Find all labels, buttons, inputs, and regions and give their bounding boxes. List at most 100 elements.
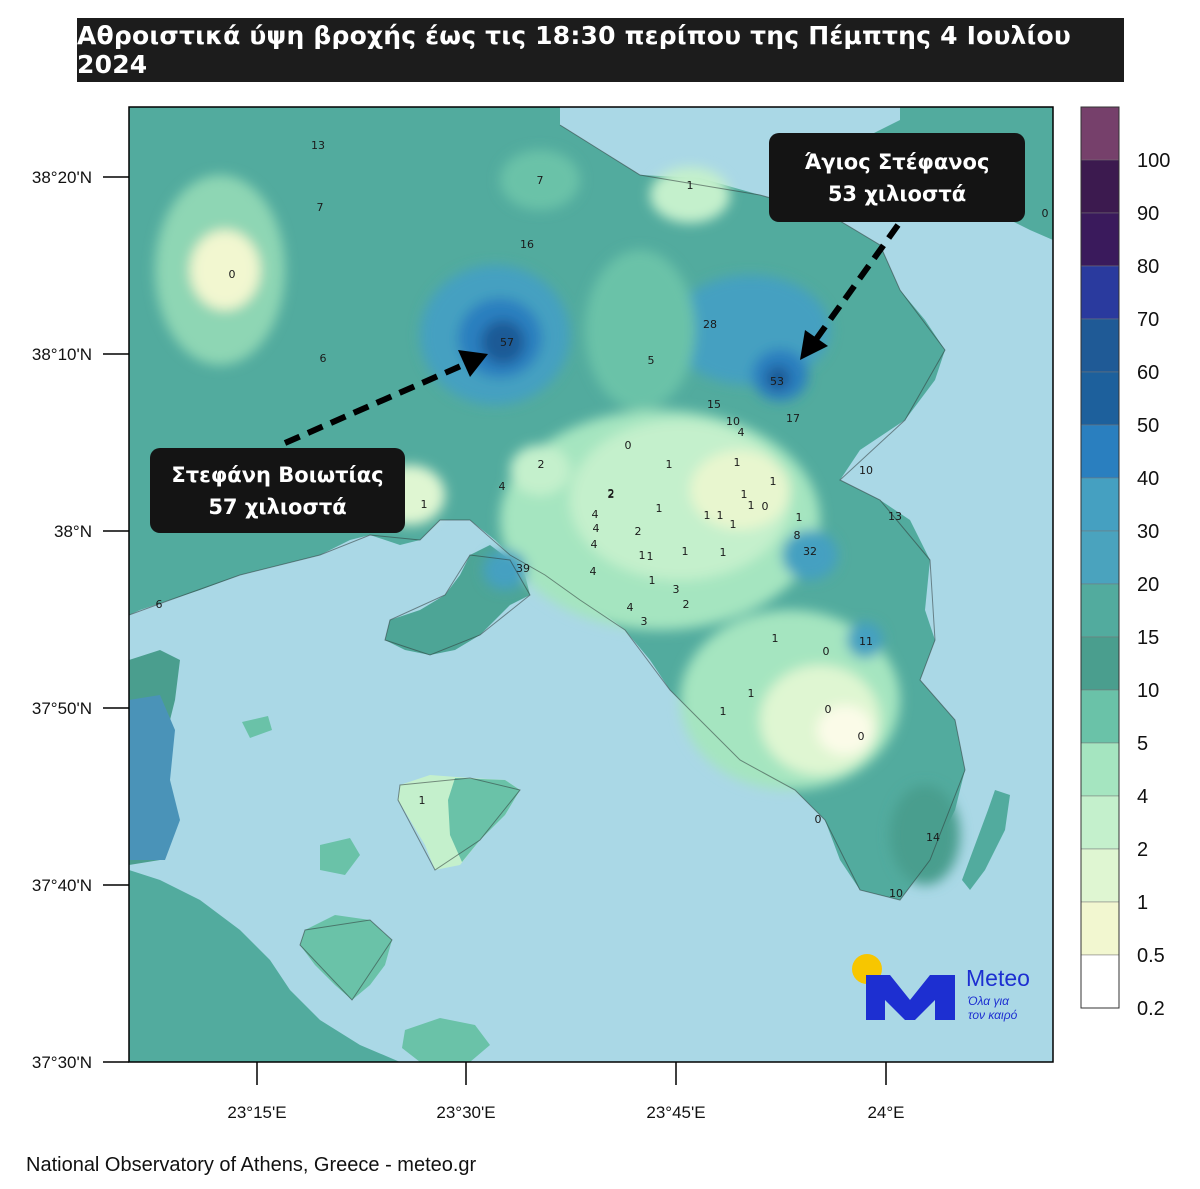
lon-label: 23°15'E [227,1103,286,1122]
station-value: 1 [717,509,724,522]
station-value: 0 [825,703,832,716]
station-value: 28 [703,318,717,331]
station-value: 6 [156,598,163,611]
logo-m-icon [866,975,955,1020]
colorbar-label: 0.2 [1137,998,1165,1020]
station-value: 57 [500,336,514,349]
land-methana [300,915,392,1000]
station-value: 1 [687,179,694,192]
land-islet-1 [320,838,360,875]
land-makronisos [962,790,1010,890]
station-value: 1 [704,509,711,522]
lat-label: 38°10'N [32,345,92,364]
map-axes: 38°20'N 38°10'N 38°N 37°50'N 37°40'N 37°30'N 2… [32,168,905,1122]
lon-label: 24°E [867,1103,904,1122]
lat-label: 37°50'N [32,699,92,718]
field-stefani-50 [481,320,525,364]
station-value: 11 [859,635,873,648]
lat-label: 38°N [54,522,92,541]
field-west-dry-core [190,230,260,310]
logo-wordmark: Meteo [966,965,1030,991]
station-value: 0 [229,268,236,281]
station-value: 2 [683,598,690,611]
callout-arrows [283,223,901,446]
land-poros [402,1018,490,1062]
station-value: 17 [786,412,800,425]
station-value: 1 [666,458,673,471]
field-32 [782,530,838,580]
land-aegina-east [448,778,520,862]
colorbar-swatch [1080,530,1120,585]
station-value: 1 [770,475,777,488]
station-value: 0 [823,645,830,658]
colorbar-label: 0.5 [1137,945,1165,967]
station-value: 1 [730,518,737,531]
colorbar-label: 15 [1137,627,1159,649]
colorbar-swatch [1080,265,1120,320]
rain-field-layer [155,150,960,885]
station-value: 1 [421,498,428,511]
station-value: 3 [641,615,648,628]
colorbar-label: 20 [1137,574,1159,596]
callout-agios: Άγιος Στέφανος 53 χιλιοστά [769,133,1025,222]
field-11 [847,622,883,658]
land-islet-2 [242,716,272,738]
station-value: 5 [648,354,655,367]
colorbar-swatch [1080,477,1120,532]
station-value: 32 [803,545,817,558]
colorbar-label: 50 [1137,415,1159,437]
colorbar-swatch [1080,212,1120,267]
station-value: 2 [538,458,545,471]
station-value: 4 [591,538,598,551]
station-value: 0 [858,730,865,743]
map-area [129,107,1053,1062]
field-southeast-15 [890,785,960,885]
field-north-dry [650,167,730,223]
colorbar-frame [1080,106,1120,1009]
field-mid-5 [585,250,695,410]
colorbar-swatch [1080,742,1120,797]
station-value: 1 [772,632,779,645]
station-value: 1 [682,545,689,558]
station-value: 1 [647,550,654,563]
colorbar-swatch [1080,636,1120,691]
station-value: 1 [720,705,727,718]
station-value: 3 [673,583,680,596]
station-value: 13 [311,139,325,152]
station-value: 4 [627,601,634,614]
station-value: 1 [741,488,748,501]
logo-tagline-1: Όλα για [968,994,1009,1008]
station-value: 1 [748,499,755,512]
callout-stefani-name: Στεφάνη Βοιωτίας [171,462,384,487]
field-basin-05 [690,450,790,530]
field-south-0 [817,705,873,755]
callout-agios-value: 53 χιλιοστά [827,181,967,206]
map-title: Αθροιστικά ύψη βροχής έως τις 18:30 περί… [77,18,1124,82]
colorbar-label: 40 [1137,468,1159,490]
lat-label: 37°40'N [32,876,92,895]
colorbar-swatch [1080,848,1120,903]
colorbar-swatch [1080,795,1120,850]
station-value: 6 [320,352,327,365]
land-west-blue [129,695,180,860]
station-value: 4 [499,480,506,493]
lon-label: 23°45'E [646,1103,705,1122]
station-value: 4 [593,522,600,535]
station-value: 13 [888,510,902,523]
colorbar-label: 90 [1137,203,1159,225]
station-value: 10 [859,464,873,477]
lat-label: 37°30'N [32,1053,92,1072]
lon-label: 23°30'E [436,1103,495,1122]
station-value: 7 [317,201,324,214]
station-value: 16 [520,238,534,251]
station-value: 15 [707,398,721,411]
colorbar-label: 1 [1137,892,1148,914]
colorbar-swatch [1080,954,1120,1009]
callout-stefani-value: 57 χιλιοστά [208,494,347,519]
colorbar-label: 30 [1137,521,1159,543]
colorbar-swatch [1080,901,1120,956]
station-value: 1 [656,502,663,515]
arrow-stefani [283,359,472,446]
station-value: 8 [794,529,801,542]
